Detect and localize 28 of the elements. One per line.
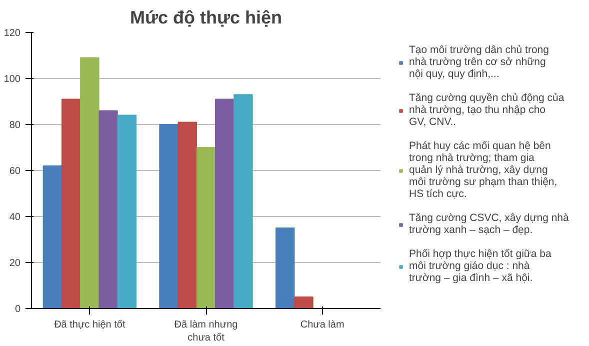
y-tick-label: 20 [9,258,21,269]
legend-label: Tăng cường CSVC, xây dựng nhà trường xanh – sạch – đẹp. [409,212,569,236]
y-tick-label: 100 [4,74,21,85]
x-tick-label: Đã thực hiện tốt [54,320,126,330]
bar [234,94,253,308]
bar [117,114,137,308]
bar [159,124,178,308]
y-tick-label: 60 [9,166,21,177]
y-tick-label: 120 [4,28,21,39]
y-tick-label: 0 [14,304,21,315]
bar [80,57,100,308]
bar [196,147,216,308]
legend-label: Tạo môi trường dân chủ trong nhà trường trên cơ sở những nội quy, quy định,... [409,44,549,80]
bar [214,98,234,308]
bar [61,98,81,308]
bar [98,110,118,308]
legend-label: Phát huy các mối quan hệ bên trong nhà trường; tham gia quản lý nhà trường, xây dựng môi trường sư phạm than thiện, HS tích cực. [409,140,558,200]
chart-title: Mức độ thực hiện [130,8,282,28]
legend-label: Phối hợp thực hiện tốt giữa ba môi trường giáo dục : nhà trường – gia đình – xã hội. [409,248,552,284]
x-tick-label: Đã làm nhưng chưa tốt [174,320,238,344]
legend-label: Tăng cường quyền chủ động của nhà trường, tạo thu nhập cho GV, CNV.. [409,92,564,128]
bar [294,296,314,308]
bar [275,228,295,308]
y-tick-label: 40 [9,212,21,223]
y-tick-label: 80 [9,120,21,131]
x-tick-label: Chưa làm [300,320,344,330]
bar [42,165,62,308]
bar [178,122,198,308]
